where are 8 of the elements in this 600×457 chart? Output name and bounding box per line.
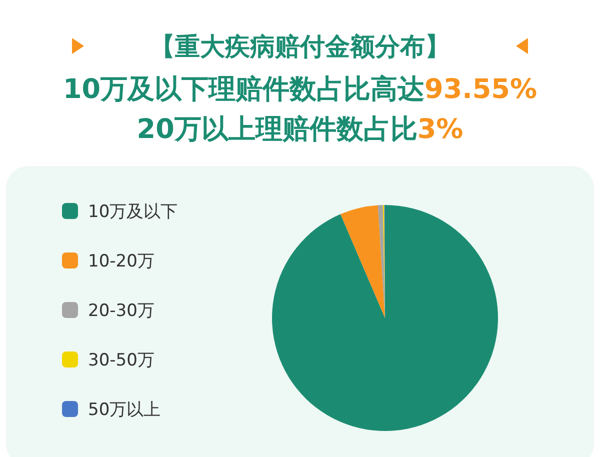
- legend-label: 10万及以下: [88, 202, 178, 222]
- legend-label: 20-30万: [88, 301, 154, 321]
- text: 20万以上理赔件数占比3%: [136, 114, 464, 145]
- legend-label: 10-20万: [88, 252, 154, 272]
- legend-label: 50万以上: [88, 400, 161, 420]
- chart-title: 【重大疾病赔付金额分布】: [150, 32, 450, 61]
- legend-label: 30-50万: [88, 350, 154, 370]
- chart-subtitle: 10万及以下理赔件数占比高达93.55%: [62, 74, 538, 105]
